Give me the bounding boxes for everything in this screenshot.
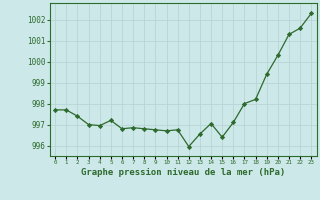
X-axis label: Graphe pression niveau de la mer (hPa): Graphe pression niveau de la mer (hPa): [81, 168, 285, 177]
